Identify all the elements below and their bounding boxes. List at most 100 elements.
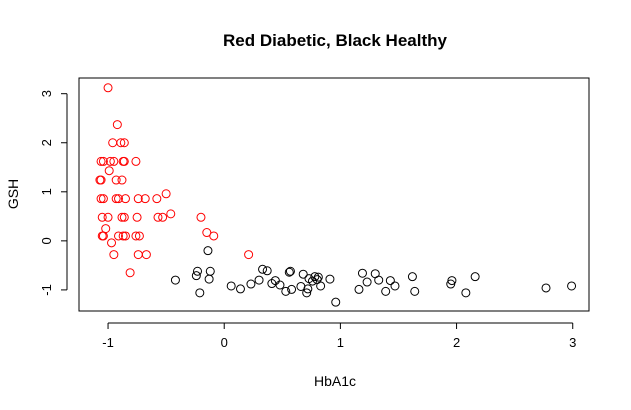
data-point xyxy=(381,286,391,296)
data-point xyxy=(205,266,215,276)
data-point xyxy=(96,156,106,166)
data-point xyxy=(116,138,126,148)
y-tick-label: 0 xyxy=(39,237,54,244)
y-tick-label: 3 xyxy=(39,90,54,97)
data-point xyxy=(191,271,201,281)
data-point xyxy=(267,279,277,289)
data-point xyxy=(101,224,111,234)
data-point xyxy=(204,274,214,284)
data-point xyxy=(103,83,113,93)
data-point xyxy=(298,269,308,279)
data-point xyxy=(113,231,123,241)
data-point xyxy=(196,212,206,222)
data-point xyxy=(133,194,143,204)
data-point xyxy=(284,267,294,277)
data-point xyxy=(287,284,297,294)
data-point xyxy=(105,156,115,166)
data-point xyxy=(262,266,272,276)
data-point xyxy=(132,212,142,222)
data-point xyxy=(134,231,144,241)
data-point xyxy=(410,286,420,296)
data-point xyxy=(447,276,457,286)
data-point xyxy=(254,275,264,285)
x-axis-label: HbA1c xyxy=(314,373,356,389)
data-point xyxy=(96,194,106,204)
data-point xyxy=(96,175,106,185)
data-point xyxy=(161,189,171,199)
data-point xyxy=(98,156,108,166)
data-point xyxy=(104,166,114,176)
data-point xyxy=(407,272,417,282)
data-point xyxy=(133,250,143,260)
x-tick-label: 3 xyxy=(569,335,576,350)
data-point xyxy=(209,231,219,241)
data-point xyxy=(275,280,285,290)
data-point xyxy=(235,284,245,294)
y-tick-label: -1 xyxy=(39,284,54,296)
data-point xyxy=(244,250,254,260)
data-point xyxy=(158,212,168,222)
data-point xyxy=(108,138,118,148)
data-point xyxy=(354,284,364,294)
data-point xyxy=(109,250,119,260)
y-tick-label: 1 xyxy=(39,188,54,195)
data-point xyxy=(152,194,162,204)
data-point xyxy=(113,194,123,204)
data-point xyxy=(111,175,121,185)
y-axis-label: GSH xyxy=(5,179,21,209)
y-axis: -1 0 1 2 3 xyxy=(39,90,68,296)
data-points xyxy=(95,83,577,307)
x-tick-label: 0 xyxy=(221,335,228,350)
data-point xyxy=(97,212,107,222)
data-point xyxy=(302,288,312,298)
data-point xyxy=(281,286,291,296)
data-point xyxy=(120,194,130,204)
data-point xyxy=(285,266,295,276)
y-tick-label: 2 xyxy=(39,139,54,146)
data-point xyxy=(117,212,127,222)
data-point xyxy=(140,194,150,204)
data-point xyxy=(310,272,320,282)
data-point xyxy=(316,281,326,291)
data-point xyxy=(141,250,151,260)
data-point xyxy=(109,156,119,166)
data-point xyxy=(131,156,141,166)
data-point xyxy=(313,272,323,282)
data-point xyxy=(112,120,122,130)
data-point xyxy=(131,231,141,241)
data-point xyxy=(385,276,395,286)
data-point xyxy=(153,212,163,222)
data-point xyxy=(107,238,117,248)
x-tick-label: 2 xyxy=(453,335,460,350)
data-point xyxy=(331,297,341,307)
data-point xyxy=(390,281,400,291)
data-point xyxy=(541,283,551,293)
x-axis: -1 0 1 2 3 xyxy=(102,322,576,350)
plot-frame xyxy=(78,77,590,312)
data-point xyxy=(195,288,205,298)
data-point xyxy=(98,231,108,241)
data-point xyxy=(258,264,268,274)
chart-title: Red Diabetic, Black Healthy xyxy=(223,31,447,50)
data-point xyxy=(303,284,313,294)
data-point xyxy=(98,194,108,204)
data-point xyxy=(103,212,113,222)
data-point xyxy=(461,288,471,298)
data-point xyxy=(226,281,236,291)
data-point xyxy=(125,268,135,278)
data-point xyxy=(357,268,367,278)
data-point xyxy=(118,231,128,241)
data-point xyxy=(246,279,256,289)
data-point xyxy=(470,272,480,282)
data-point xyxy=(170,275,180,285)
data-point xyxy=(111,194,121,204)
data-point xyxy=(117,175,127,185)
x-tick-label: -1 xyxy=(102,335,114,350)
data-point xyxy=(374,275,384,285)
data-point xyxy=(192,266,202,276)
data-point xyxy=(202,228,212,238)
data-point xyxy=(119,212,129,222)
data-point xyxy=(119,138,129,148)
data-point xyxy=(203,246,213,256)
